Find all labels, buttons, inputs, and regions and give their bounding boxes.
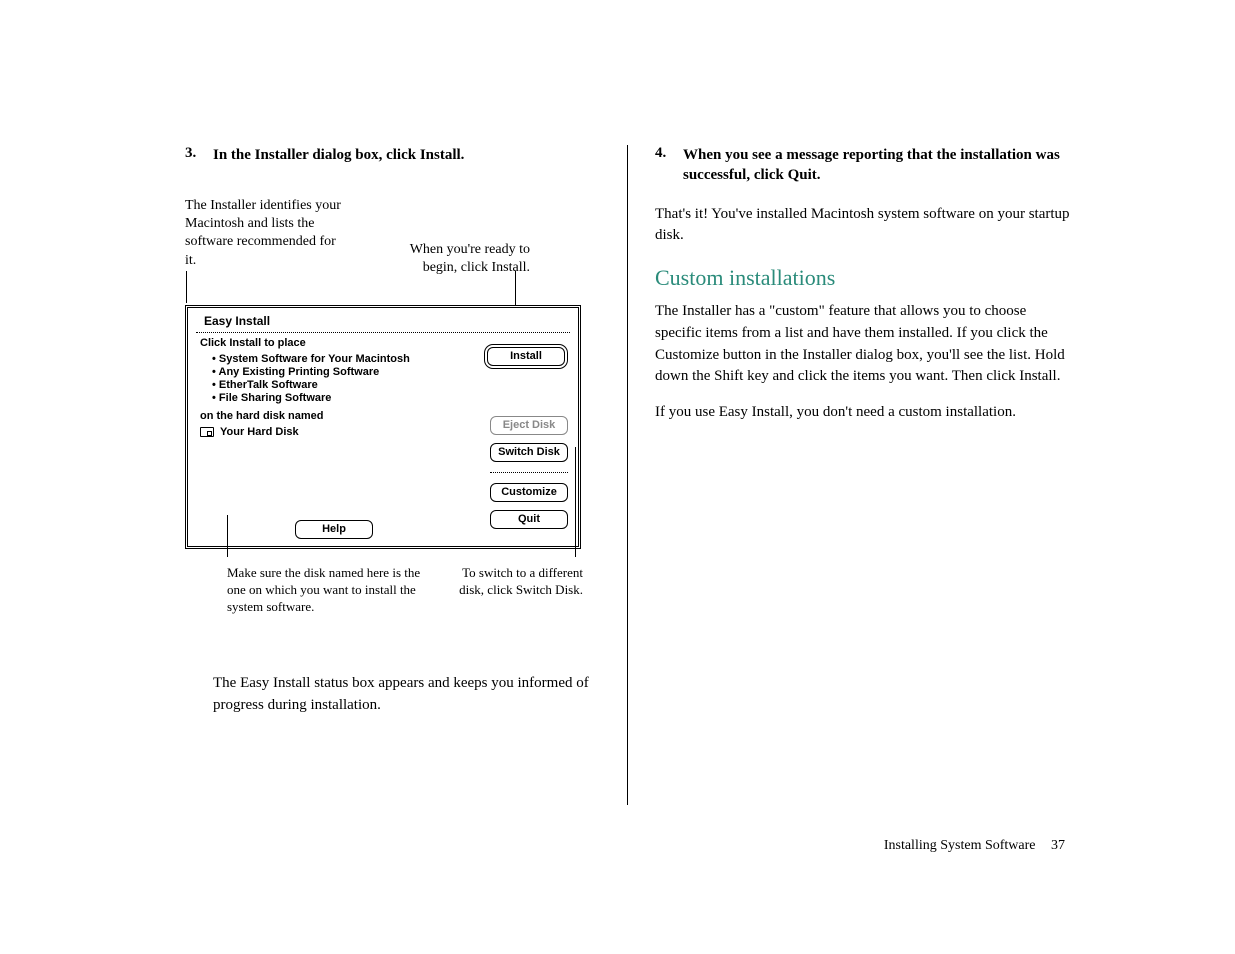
software-list: System Software for Your Macintosh Any E… — [200, 353, 470, 404]
dialog-content: Click Install to place System Software f… — [192, 333, 478, 533]
thats-it-text: That's it! You've installed Macintosh sy… — [655, 204, 1075, 248]
customize-button[interactable]: Customize — [490, 483, 568, 502]
callout-makesure: Make sure the disk named here is the one… — [227, 565, 427, 616]
step-4: 4. When you see a message reporting that… — [655, 145, 1075, 186]
list-item: File Sharing Software — [212, 392, 470, 404]
disk-row: Your Hard Disk — [200, 426, 470, 438]
on-disk-label: on the hard disk named — [200, 410, 470, 422]
leader-line — [227, 515, 228, 557]
custom-p2: If you use Easy Install, you don't need … — [655, 402, 1075, 424]
step-3-text: In the Installer dialog box, click Insta… — [213, 145, 464, 165]
page-number: 37 — [1051, 838, 1065, 853]
list-item: EtherTalk Software — [212, 379, 470, 391]
right-column: 4. When you see a message reporting that… — [655, 145, 1075, 717]
after-dialog-text: The Easy Install status box appears and … — [213, 673, 613, 717]
dialog-title: Easy Install — [196, 312, 570, 333]
custom-p1: The Installer has a "custom" feature tha… — [655, 301, 1075, 388]
list-item: Any Existing Printing Software — [212, 366, 470, 378]
eject-disk-button[interactable]: Eject Disk — [490, 416, 568, 435]
installer-dialog: Easy Install Click Install to place Syst… — [185, 305, 581, 549]
leader-line — [186, 271, 187, 303]
step-3-number: 3. — [185, 145, 203, 165]
disk-name: Your Hard Disk — [220, 426, 299, 438]
page-content: 3. In the Installer dialog box, click In… — [185, 145, 1065, 717]
switch-disk-button[interactable]: Switch Disk — [490, 443, 568, 462]
step-3: 3. In the Installer dialog box, click In… — [185, 145, 615, 165]
callout-ready: When you're ready to begin, click Instal… — [380, 241, 530, 277]
button-separator — [490, 472, 568, 473]
callout-switch: To switch to a different disk, click Swi… — [443, 565, 583, 599]
callout-identifies: The Installer identifies your Macintosh … — [185, 197, 345, 270]
footer-section: Installing System Software — [884, 838, 1036, 853]
leader-line — [575, 447, 576, 557]
page-footer: Installing System Software 37 — [884, 838, 1065, 854]
help-button[interactable]: Help — [295, 520, 373, 539]
quit-button[interactable]: Quit — [490, 510, 568, 529]
dialog-buttons: Install Eject Disk Switch Disk Customize… — [478, 333, 574, 533]
step-4-text: When you see a message reporting that th… — [683, 145, 1075, 186]
hard-disk-icon — [200, 427, 214, 437]
bottom-callouts: Make sure the disk named here is the one… — [185, 553, 581, 633]
step-4-number: 4. — [655, 145, 673, 186]
install-button[interactable]: Install — [487, 347, 565, 366]
left-column: 3. In the Installer dialog box, click In… — [185, 145, 615, 717]
dialog-heading: Click Install to place — [200, 337, 470, 349]
list-item: System Software for Your Macintosh — [212, 353, 470, 365]
custom-installations-heading: Custom installations — [655, 265, 1075, 291]
